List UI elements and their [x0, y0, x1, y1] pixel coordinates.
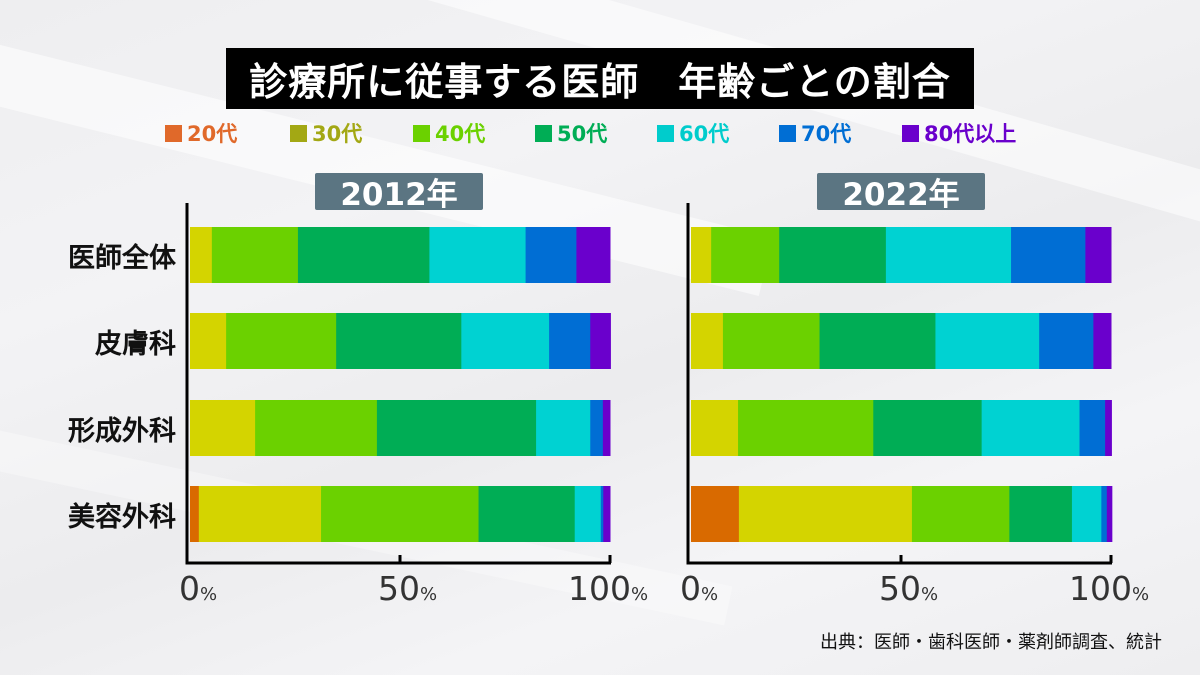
bar-segment	[600, 486, 604, 542]
legend-item: 70代	[779, 117, 851, 149]
legend-item: 50代	[535, 117, 607, 149]
bar-segment	[738, 400, 874, 456]
bar-segment	[1071, 486, 1102, 542]
bar-segment	[1101, 486, 1108, 542]
x-tick-label: 100%	[568, 569, 648, 608]
bar-segment	[935, 313, 1040, 369]
bar-segment	[1106, 486, 1113, 542]
x-tick-number: 0	[179, 569, 200, 608]
bar-segment	[1009, 486, 1073, 542]
legend-label: 80代以上	[924, 122, 1017, 146]
category-label: 医師全体	[68, 243, 176, 274]
bar-segment	[190, 313, 227, 369]
bar-segment	[190, 486, 200, 542]
legend-label: 40代	[435, 122, 486, 146]
legend-swatch-icon	[535, 124, 552, 142]
legend-swatch-icon	[290, 124, 307, 142]
legend: 20代 30代 40代 50代 60代 70代 80代以上	[0, 117, 1200, 149]
legend-swatch-icon	[902, 124, 919, 142]
x-tick-percent: %	[701, 584, 719, 605]
bar-segment	[691, 400, 739, 456]
bar-segment	[211, 227, 299, 283]
x-tick-number: 0	[680, 569, 701, 608]
x-tick-label: 0%	[179, 569, 217, 608]
x-tick-percent: %	[420, 584, 438, 605]
category-label: 美容外科	[68, 502, 176, 533]
bar-segment	[255, 400, 378, 456]
x-tick-label: 50%	[378, 569, 437, 608]
legend-label: 20代	[187, 122, 238, 146]
bar-segment	[981, 400, 1080, 456]
bar-segment	[873, 400, 983, 456]
bar-segment	[297, 227, 430, 283]
x-tick-number: 100	[568, 569, 631, 608]
bar-segment	[603, 486, 611, 542]
bar-segment	[911, 486, 1010, 542]
bar-segment	[226, 313, 337, 369]
x-tick-label: 0%	[680, 569, 718, 608]
legend-label: 70代	[801, 122, 852, 146]
legend-swatch-icon	[413, 124, 430, 142]
bar-segment	[576, 227, 611, 283]
legend-item: 20代	[165, 117, 237, 149]
bar-segment	[549, 313, 591, 369]
bar-segment	[1093, 313, 1112, 369]
source-note: 出典：医師・歯科医師・薬剤師調査、統計	[820, 632, 1162, 653]
bar-segment	[1039, 313, 1094, 369]
x-tick-number: 50	[378, 569, 420, 608]
legend-item: 30代	[290, 117, 362, 149]
bar-segment	[461, 313, 550, 369]
legend-item: 60代	[657, 117, 729, 149]
bar-segment	[536, 400, 591, 456]
x-tick-percent: %	[921, 584, 939, 605]
panel-title-2022: 2022年	[817, 173, 985, 213]
bar-segment	[478, 486, 576, 542]
bar-segment	[190, 400, 256, 456]
legend-label: 60代	[679, 122, 730, 146]
x-tick-percent: %	[1132, 584, 1150, 605]
bar-segment	[691, 486, 740, 542]
bar-segment	[885, 227, 1012, 283]
category-label: 皮膚科	[95, 329, 176, 360]
legend-item: 80代以上	[902, 117, 1016, 149]
category-label: 形成外科	[68, 416, 176, 447]
x-tick-label: 50%	[879, 569, 938, 608]
bar-segment	[819, 313, 936, 369]
x-tick-number: 50	[879, 569, 921, 608]
panel-title-2012: 2012年	[315, 173, 483, 213]
bar-segment	[1079, 400, 1106, 456]
bar-segment	[1105, 400, 1112, 456]
legend-swatch-icon	[657, 124, 674, 142]
legend-swatch-icon	[779, 124, 796, 142]
x-tick-label: 100%	[1069, 569, 1149, 608]
legend-label: 30代	[312, 122, 363, 146]
chart-title: 診療所に従事する医師 年齢ごとの割合	[226, 48, 974, 109]
x-tick-percent: %	[200, 584, 218, 605]
bar-segment	[722, 313, 821, 369]
bar-segment	[336, 313, 462, 369]
bar-segment	[376, 400, 537, 456]
bar-segment	[574, 486, 602, 542]
bar-segment	[590, 400, 604, 456]
bar-segment	[738, 486, 913, 542]
legend-swatch-icon	[165, 124, 182, 142]
bar-segment	[429, 227, 527, 283]
bar-segment	[590, 313, 611, 369]
legend-label: 50代	[557, 122, 608, 146]
bar-segment	[1085, 227, 1112, 283]
bar-segment	[1011, 227, 1086, 283]
bar-segment	[691, 227, 712, 283]
bar-segment	[602, 400, 611, 456]
x-tick-percent: %	[631, 584, 649, 605]
bar-segment	[321, 486, 480, 542]
x-tick-number: 100	[1069, 569, 1132, 608]
bar-segment	[779, 227, 887, 283]
bar-segment	[691, 313, 724, 369]
legend-item: 40代	[413, 117, 485, 149]
bar-segment	[711, 227, 780, 283]
bar-segment	[525, 227, 577, 283]
bar-segment	[190, 227, 213, 283]
bar-segment	[198, 486, 322, 542]
